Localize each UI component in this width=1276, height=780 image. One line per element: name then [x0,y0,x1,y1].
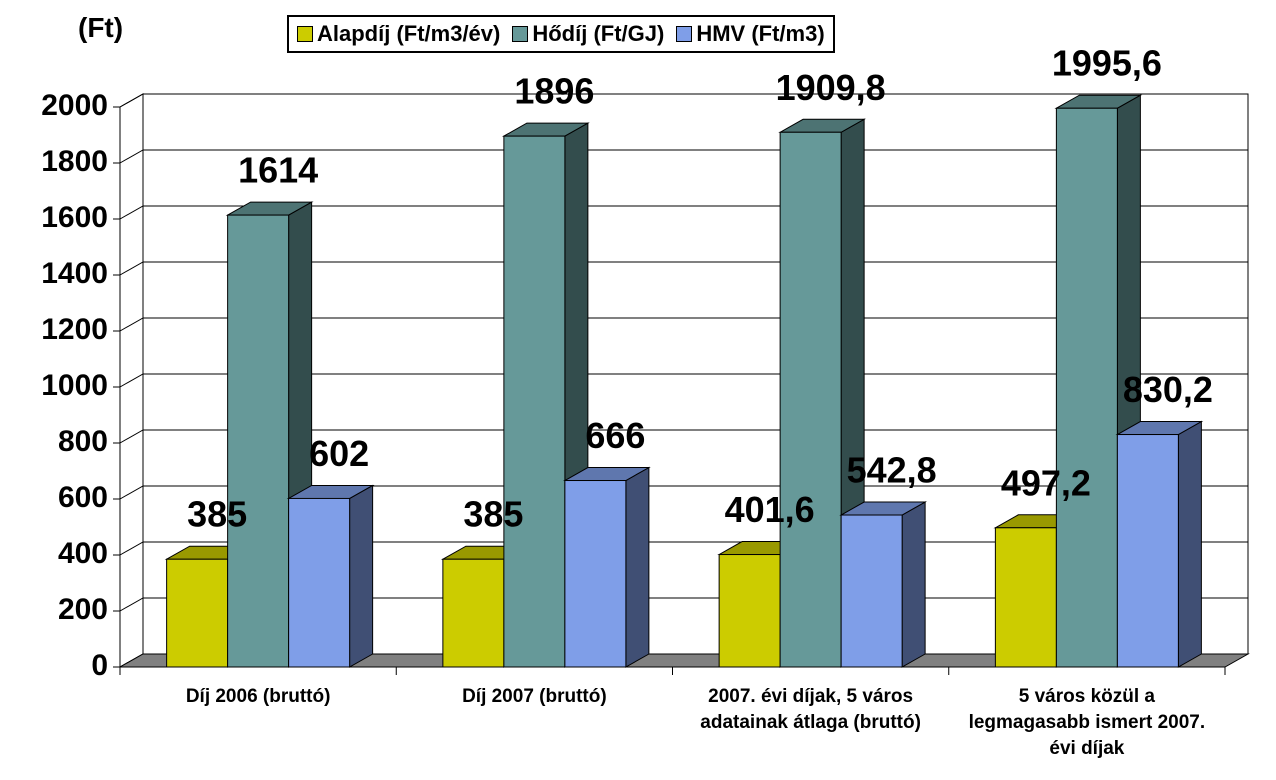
y-tick-label: 800 [58,425,108,458]
grid-line [119,429,1248,444]
bar [503,135,566,668]
x-tick-label: Díj 2006 (bruttó) [185,686,331,707]
y-tick-label: 2000 [41,89,108,122]
data-label: 542,8 [847,450,937,491]
grid-line [119,149,1248,164]
bar [564,480,627,668]
bar [994,527,1057,668]
bar [1055,107,1118,668]
data-label: 1909,8 [776,67,886,108]
legend: Alapdíj (Ft/m3/év) Hődíj (Ft/GJ) HMV (Ft/m… [287,15,835,53]
y-tick-label: 200 [58,593,108,626]
grid-line [119,205,1248,220]
bar [779,131,842,668]
axis-label: (Ft) [78,12,124,43]
y-tick-label: 1400 [41,257,108,290]
y-tick-label: 1200 [41,313,108,346]
bar-side [1177,420,1202,668]
legend-label: HMV (Ft/m3) [696,21,825,46]
data-label: 602 [309,433,369,474]
y-tick-label: 400 [58,537,108,570]
bar-side [349,484,374,668]
y-tick-label: 1800 [41,145,108,178]
legend-swatch [676,26,693,42]
y-tick-label: 0 [91,649,108,682]
y-tick-label: 1600 [41,201,108,234]
x-tick-label: 5 város közül a legmagasabb ismert 2007.… [968,686,1206,759]
data-label: 1896 [514,71,594,112]
bar-side [901,501,926,668]
data-label: 385 [463,494,523,535]
legend-swatch [297,26,313,42]
y-tick-label: 600 [58,481,108,514]
data-label: 1614 [238,150,318,191]
data-label: 401,6 [725,489,815,530]
grid-line [119,317,1248,332]
bar [1116,434,1179,668]
bar [166,558,229,668]
data-label: 385 [187,494,247,535]
legend-entry: Hődíj (Ft/GJ) [512,21,664,47]
x-tick-label: 2007. évi díjak, 5 város adatainak átlag… [700,686,921,733]
bar-side [625,466,650,668]
legend-entry: Alapdíj (Ft/m3/év) [297,21,500,47]
legend-label: Alapdíj (Ft/m3/év) [317,21,501,46]
y-tick-label: 1000 [41,369,108,402]
grid-line [119,485,1248,500]
bar [718,554,781,668]
bar [840,514,903,668]
grid-line [119,261,1248,276]
x-tick-label: Díj 2007 (bruttó) [462,686,607,707]
data-label: 666 [585,415,645,456]
legend-label: Hődíj (Ft/GJ) [532,21,665,46]
bar [442,558,505,668]
bar [227,214,290,668]
data-label: 1995,6 [1052,43,1162,84]
legend-swatch [512,26,529,42]
grid-line [119,93,1248,108]
data-label: 830,2 [1123,369,1213,410]
legend-entry: HMV (Ft/m3) [676,21,825,47]
data-label: 497,2 [1001,462,1091,503]
grid-line [119,373,1248,388]
bar [288,497,351,668]
